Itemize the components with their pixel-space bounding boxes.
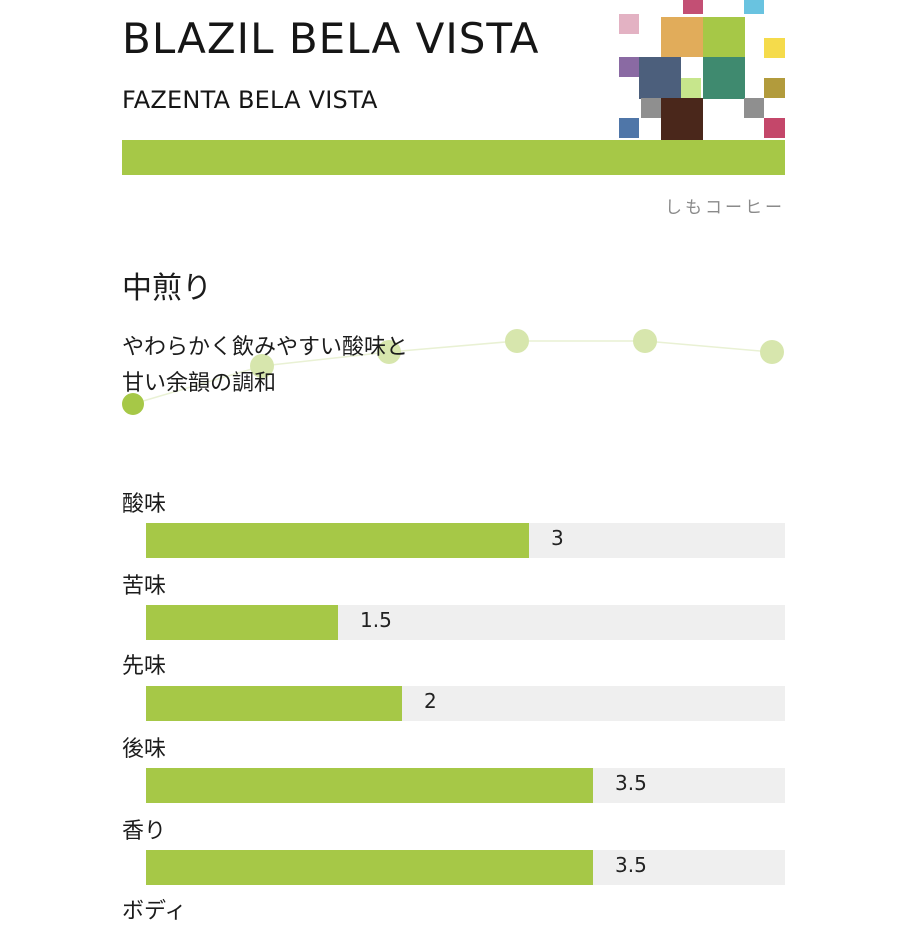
mosaic-tile bbox=[764, 38, 785, 58]
bar-fill bbox=[146, 768, 593, 803]
mosaic-tile bbox=[764, 78, 785, 98]
metric-label: 香り bbox=[122, 819, 167, 844]
flavor-description: やわらかく飲みやすい酸味と 甘い余韻の調和 bbox=[122, 330, 492, 402]
bar-fill bbox=[146, 605, 338, 640]
bar-track: 3 bbox=[146, 523, 785, 558]
metric-label: 苦味 bbox=[122, 574, 167, 599]
mosaic-tile bbox=[744, 0, 764, 14]
bar-track: 3.5 bbox=[146, 768, 785, 803]
bar-value-label: 3 bbox=[551, 526, 564, 550]
mosaic-tile bbox=[683, 0, 703, 14]
bar-value-label: 2 bbox=[424, 689, 437, 713]
bar-fill bbox=[146, 686, 402, 721]
mosaic-tile bbox=[619, 57, 639, 77]
farm-name: FAZENTA BELA VISTA bbox=[122, 86, 378, 114]
roast-curve-dot bbox=[505, 329, 529, 353]
bar-fill bbox=[146, 523, 529, 558]
bar-value-label: 3.5 bbox=[615, 771, 647, 795]
roast-level: 中煎り bbox=[122, 271, 212, 306]
mosaic-tile bbox=[641, 98, 661, 118]
mosaic-tile bbox=[703, 17, 745, 57]
mosaic-tile bbox=[639, 57, 681, 99]
flavor-description-line: やわらかく飲みやすい酸味と bbox=[122, 335, 409, 360]
metric-label: 後味 bbox=[122, 737, 167, 762]
bar-value-label: 1.5 bbox=[360, 608, 392, 632]
bar-track: 2 bbox=[146, 686, 785, 721]
mosaic-tile bbox=[619, 14, 639, 34]
mosaic-tile bbox=[764, 118, 785, 138]
mosaic-tile bbox=[744, 98, 764, 118]
bar-fill bbox=[146, 850, 593, 885]
mosaic-tile bbox=[619, 118, 639, 138]
roast-curve-dot bbox=[760, 340, 784, 364]
metric-label: ボディ bbox=[122, 899, 187, 924]
flavor-description-line: 甘い余韻の調和 bbox=[122, 371, 277, 396]
mosaic-tile bbox=[661, 17, 703, 57]
bar-value-label: 3.5 bbox=[615, 853, 647, 877]
product-title: BLAZIL BELA VISTA bbox=[122, 14, 540, 63]
roast-curve-dot bbox=[633, 329, 657, 353]
brand-name: しもコーヒー bbox=[665, 198, 785, 218]
bar-track: 1.5 bbox=[146, 605, 785, 640]
mosaic-tile bbox=[681, 78, 701, 98]
metric-label: 先味 bbox=[122, 654, 167, 679]
header-accent-band bbox=[122, 140, 785, 175]
mosaic-tile bbox=[661, 98, 703, 140]
metric-label: 酸味 bbox=[122, 492, 167, 517]
bar-track: 3.5 bbox=[146, 850, 785, 885]
mosaic-tile bbox=[703, 57, 745, 99]
